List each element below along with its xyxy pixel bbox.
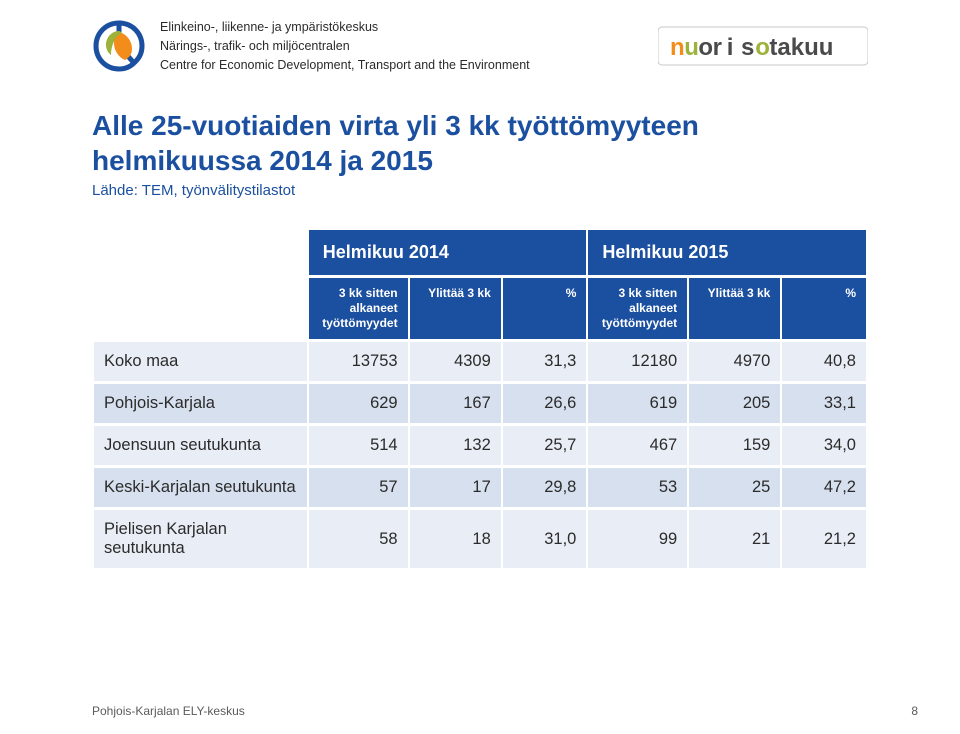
column-header: % xyxy=(503,278,587,339)
data-cell: 47,2 xyxy=(782,468,866,507)
data-cell: 4970 xyxy=(689,342,780,381)
data-cell: 17 xyxy=(410,468,501,507)
data-cell: 167 xyxy=(410,384,501,423)
data-cell: 58 xyxy=(309,510,408,568)
table-row: Keski-Karjalan seutukunta571729,8532547,… xyxy=(94,468,866,507)
data-cell: 57 xyxy=(309,468,408,507)
group-header-2015: Helmikuu 2015 xyxy=(588,230,866,275)
column-header: 3 kk sitten alkaneet työttömyydet xyxy=(588,278,687,339)
org-line-2: Närings-, trafik- och miljöcentralen xyxy=(160,37,530,56)
column-header: 3 kk sitten alkaneet työttömyydet xyxy=(309,278,408,339)
column-header: % xyxy=(782,278,866,339)
column-header: Ylittää 3 kk xyxy=(410,278,501,339)
row-label: Keski-Karjalan seutukunta xyxy=(94,468,307,507)
data-table: Helmikuu 2014 Helmikuu 2015 3 kk sitten … xyxy=(92,227,868,571)
svg-text:takuu: takuu xyxy=(769,34,833,61)
nuorisotakuu-logo: nuorisotakuu xyxy=(658,23,868,69)
data-cell: 99 xyxy=(588,510,687,568)
data-cell: 29,8 xyxy=(503,468,587,507)
data-cell: 21 xyxy=(689,510,780,568)
blank-cell xyxy=(94,230,307,275)
row-label: Joensuun seutukunta xyxy=(94,426,307,465)
row-label: Pohjois-Karjala xyxy=(94,384,307,423)
footer-left: Pohjois-Karjalan ELY-keskus xyxy=(92,704,245,718)
svg-text:o: o xyxy=(698,34,713,61)
blank-cell xyxy=(94,278,307,339)
row-label: Pielisen Karjalan seutukunta xyxy=(94,510,307,568)
data-table-wrap: Helmikuu 2014 Helmikuu 2015 3 kk sitten … xyxy=(0,203,960,571)
org-line-3: Centre for Economic Development, Transpo… xyxy=(160,56,530,75)
page-footer: Pohjois-Karjalan ELY-keskus 8 xyxy=(92,704,918,718)
table-row: Pohjois-Karjala62916726,661920533,1 xyxy=(94,384,866,423)
data-cell: 21,2 xyxy=(782,510,866,568)
org-line-1: Elinkeino-, liikenne- ja ympäristökeskus xyxy=(160,18,530,37)
data-cell: 53 xyxy=(588,468,687,507)
row-label: Koko maa xyxy=(94,342,307,381)
table-row: Joensuun seutukunta51413225,746715934,0 xyxy=(94,426,866,465)
page-number: 8 xyxy=(911,704,918,718)
svg-text:r: r xyxy=(713,34,722,61)
table-row: Koko maa13753430931,312180497040,8 xyxy=(94,342,866,381)
org-logo-block: Elinkeino-, liikenne- ja ympäristökeskus… xyxy=(92,18,530,74)
data-cell: 467 xyxy=(588,426,687,465)
data-cell: 31,0 xyxy=(503,510,587,568)
data-cell: 205 xyxy=(689,384,780,423)
data-cell: 18 xyxy=(410,510,501,568)
data-cell: 33,1 xyxy=(782,384,866,423)
column-header: Ylittää 3 kk xyxy=(689,278,780,339)
svg-text:o: o xyxy=(755,34,770,61)
column-header-row: 3 kk sitten alkaneet työttömyydetYlittää… xyxy=(94,278,866,339)
data-cell: 159 xyxy=(689,426,780,465)
org-text: Elinkeino-, liikenne- ja ympäristökeskus… xyxy=(160,18,530,74)
data-cell: 514 xyxy=(309,426,408,465)
group-header-2014: Helmikuu 2014 xyxy=(309,230,587,275)
table-row: Pielisen Karjalan seutukunta581831,09921… xyxy=(94,510,866,568)
data-cell: 619 xyxy=(588,384,687,423)
title-block: Alle 25-vuotiaiden virta yli 3 kk työttö… xyxy=(0,84,960,203)
data-cell: 25 xyxy=(689,468,780,507)
data-cell: 132 xyxy=(410,426,501,465)
svg-text:s: s xyxy=(741,34,754,61)
page-subtitle: Lähde: TEM, työnvälitystilastot xyxy=(92,182,868,199)
data-cell: 34,0 xyxy=(782,426,866,465)
svg-text:u: u xyxy=(684,34,699,61)
page-title: Alle 25-vuotiaiden virta yli 3 kk työttö… xyxy=(92,108,868,178)
group-header-row: Helmikuu 2014 Helmikuu 2015 xyxy=(94,230,866,275)
page-header: Elinkeino-, liikenne- ja ympäristökeskus… xyxy=(0,0,960,84)
data-cell: 629 xyxy=(309,384,408,423)
table-body: Koko maa13753430931,312180497040,8Pohjoi… xyxy=(94,342,866,568)
data-cell: 4309 xyxy=(410,342,501,381)
data-cell: 25,7 xyxy=(503,426,587,465)
data-cell: 31,3 xyxy=(503,342,587,381)
svg-text:i: i xyxy=(727,34,734,61)
data-cell: 40,8 xyxy=(782,342,866,381)
data-cell: 26,6 xyxy=(503,384,587,423)
data-cell: 12180 xyxy=(588,342,687,381)
ely-logo-icon xyxy=(92,19,146,73)
svg-text:n: n xyxy=(670,34,685,61)
data-cell: 13753 xyxy=(309,342,408,381)
